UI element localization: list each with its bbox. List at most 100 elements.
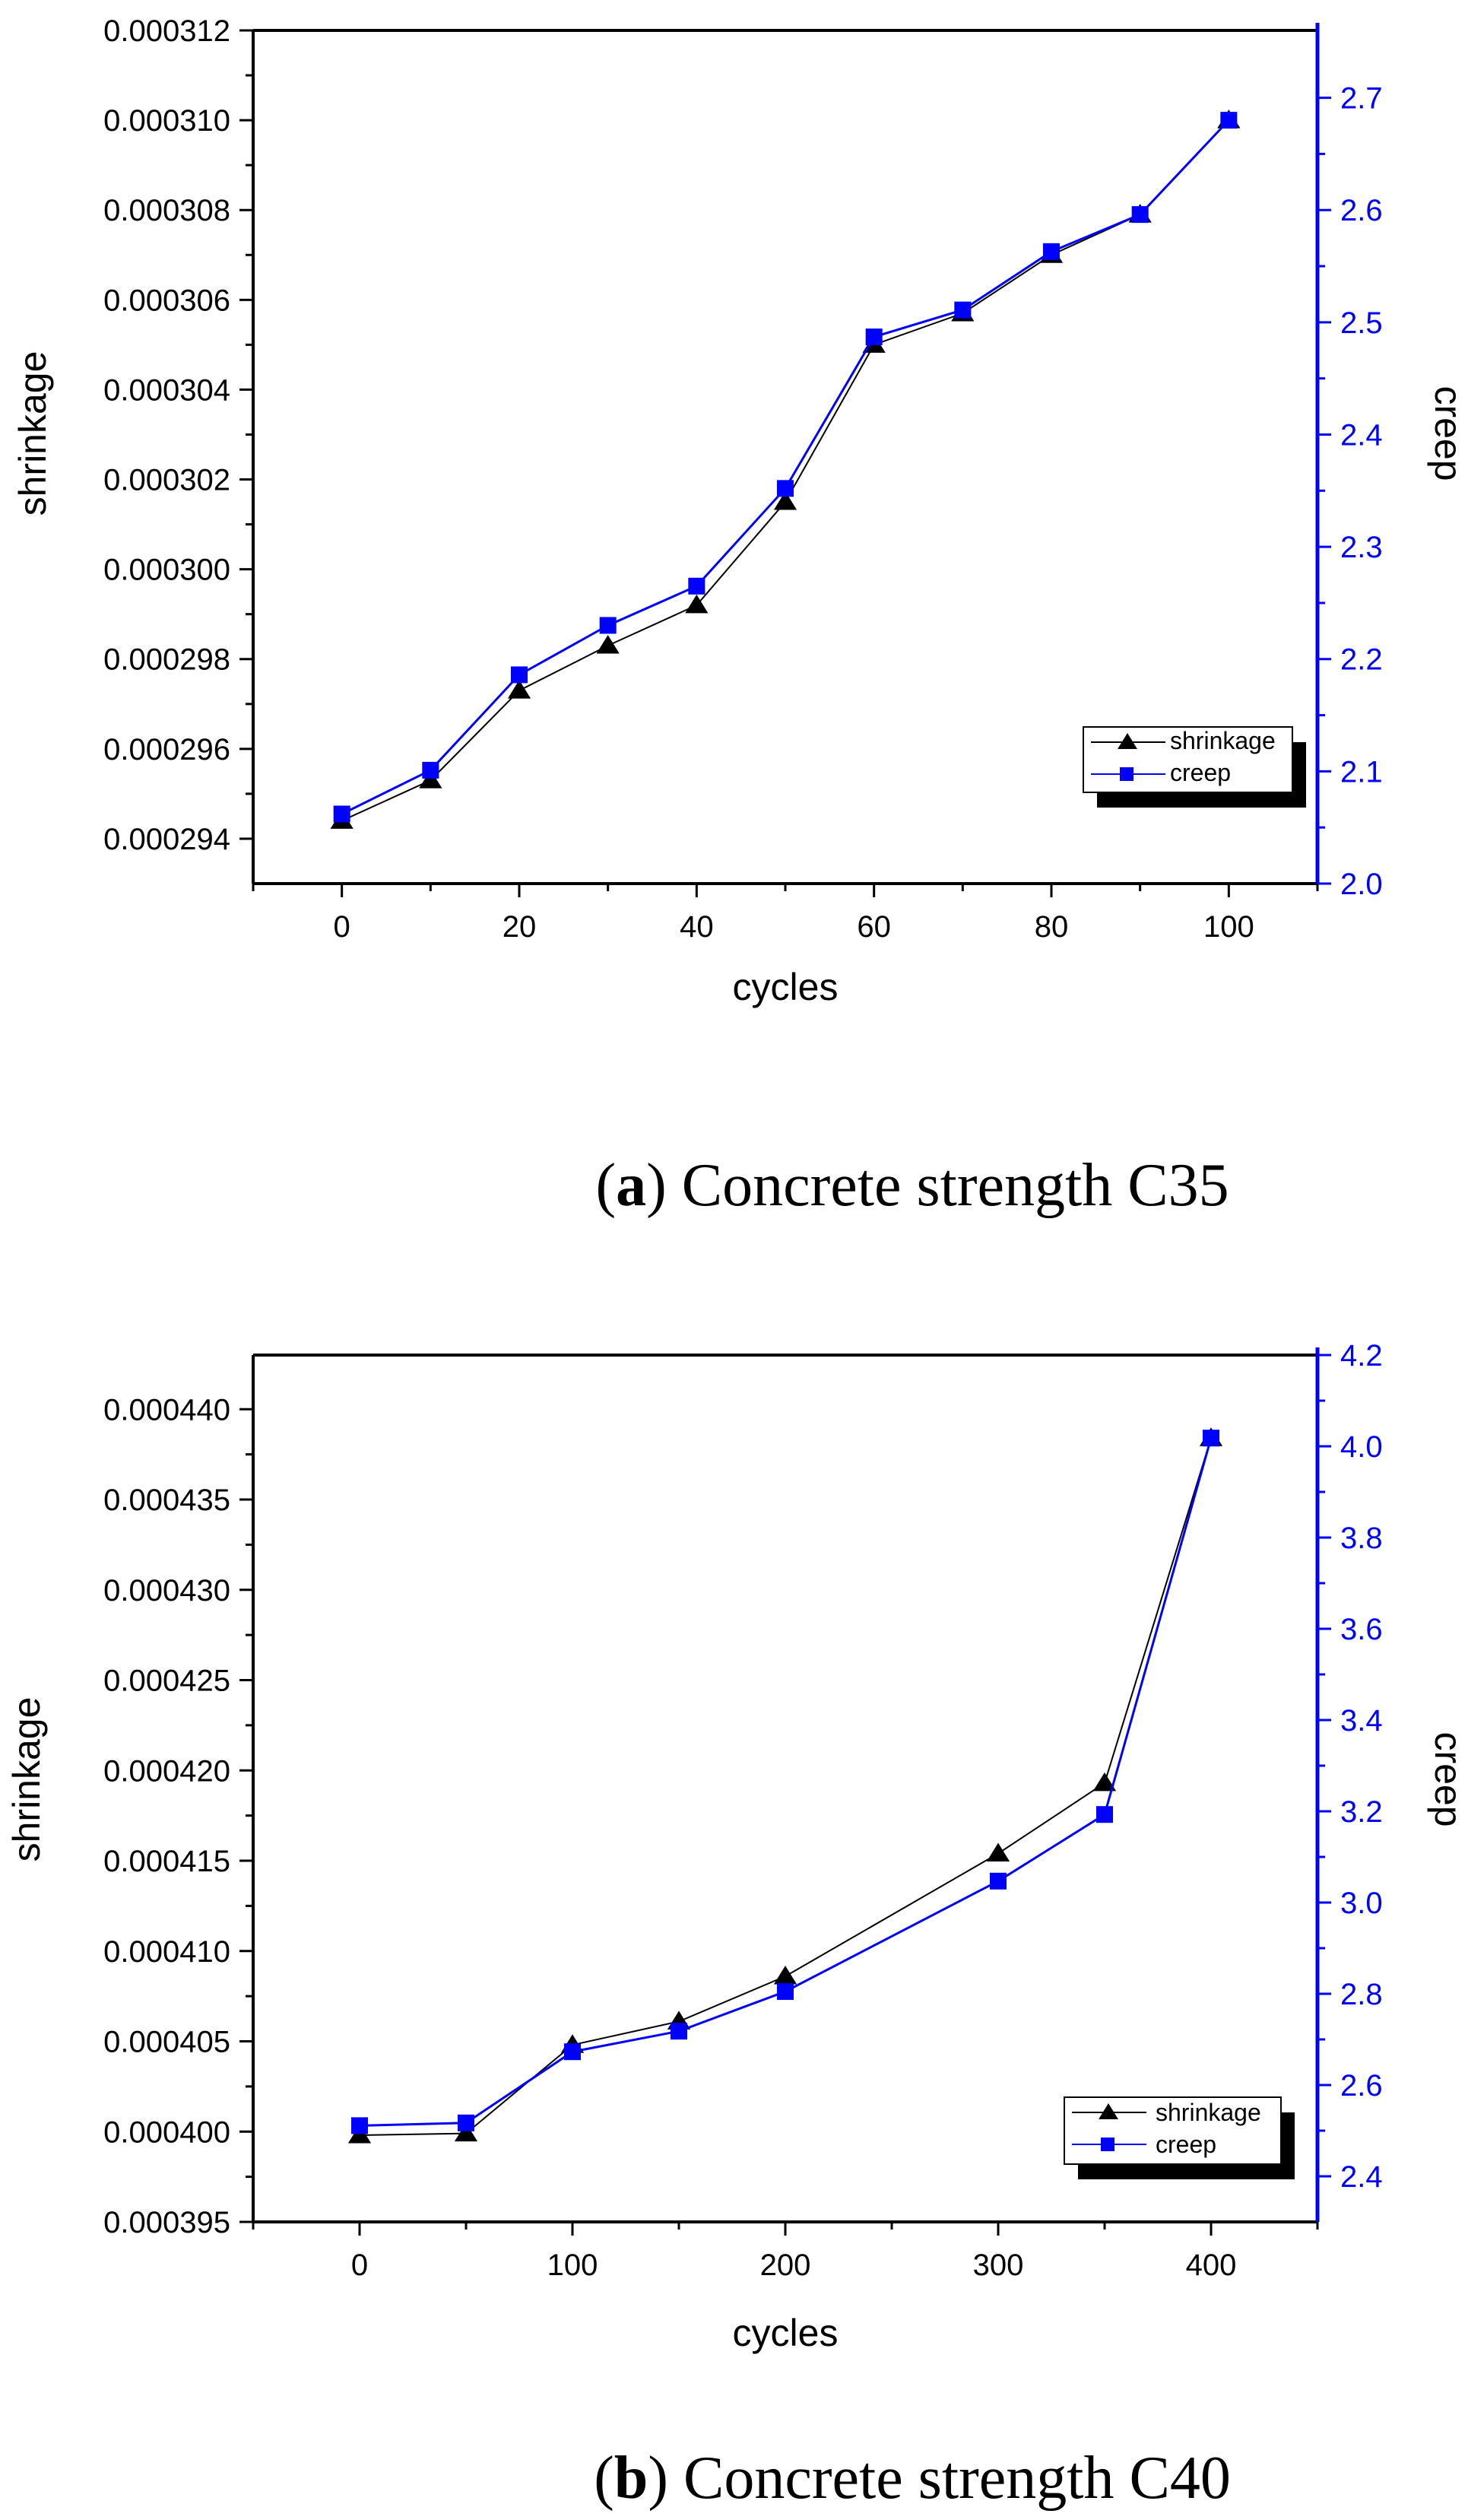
legend-marker-shrinkage (1118, 733, 1137, 749)
shrinkage-point (773, 491, 797, 510)
left-tick-label: 0.000405 (103, 2026, 230, 2059)
left-tick-label: 0.000298 (103, 643, 230, 677)
left-tick-label: 0.000395 (103, 2206, 230, 2239)
caption-a: (a) Concrete strength C35 (595, 1152, 1229, 1219)
left-tick-label: 0.000304 (103, 373, 230, 407)
x-tick-label: 40 (680, 910, 714, 944)
x-tick-label: 100 (547, 2249, 598, 2282)
legend-marker-creep (1101, 2138, 1114, 2151)
right-tick-label: 2.8 (1340, 1978, 1383, 2011)
left-tick-label: 0.000302 (103, 464, 230, 497)
left-tick-label: 0.000420 (103, 1754, 230, 1788)
creep-point (458, 2114, 474, 2131)
creep-point (688, 577, 705, 595)
x-tick-label: 80 (1035, 910, 1069, 944)
right-tick-label: 2.5 (1340, 306, 1383, 340)
right-tick-label: 2.1 (1340, 755, 1383, 789)
shrinkage-point (986, 1842, 1010, 1861)
shrinkage-line (341, 119, 1230, 822)
legend-label-creep: creep (1170, 759, 1231, 786)
creep-point (954, 301, 972, 319)
creep-point (511, 666, 528, 684)
left-tick-label: 0.000296 (103, 733, 230, 766)
caption-letter: a (616, 1152, 646, 1219)
shrinkage-point (773, 1966, 797, 1985)
caption-text: Concrete strength C40 (668, 2445, 1231, 2512)
right-tick-label: 2.6 (1340, 2069, 1383, 2103)
right-tick-label: 2.0 (1340, 868, 1383, 901)
creep-point (351, 2117, 368, 2134)
creep-point (865, 328, 883, 346)
creep-point (1203, 1430, 1219, 1447)
right-axis-title: creep (1427, 1731, 1468, 1827)
legend-marker-shrinkage (1099, 2103, 1118, 2119)
caption-text: Concrete strength C35 (667, 1152, 1229, 1219)
left-tick-label: 0.000410 (103, 1935, 230, 1969)
x-tick-label: 60 (857, 910, 891, 944)
right-tick-label: 4.2 (1340, 1339, 1383, 1373)
left-tick-label: 0.000310 (103, 104, 230, 138)
creep-point (777, 480, 794, 497)
right-tick-label: 3.0 (1340, 1887, 1383, 1920)
x-tick-label: 100 (1203, 910, 1254, 944)
legend-marker-creep (1120, 767, 1133, 781)
right-tick-label: 2.7 (1340, 82, 1383, 116)
panel-a: cycles shrinkage creep (a) Concrete stre… (11, 14, 1468, 1219)
x-tick-label: 300 (973, 2249, 1024, 2282)
shrinkage-point (685, 594, 709, 614)
right-tick-label: 2.3 (1340, 531, 1383, 564)
right-tick-label: 3.4 (1340, 1704, 1383, 1738)
shrinkage-point (419, 770, 442, 789)
left-tick-label: 0.000400 (103, 2115, 230, 2149)
shrinkage-point (596, 635, 620, 654)
legend-box (1064, 2096, 1282, 2165)
shrinkage-point (507, 680, 531, 699)
x-tick-label: 0 (351, 2249, 368, 2282)
creep-line (341, 119, 1230, 815)
creep-point (777, 1983, 794, 2000)
panel-b: cycles shrinkage creep (b) Concrete stre… (5, 1339, 1468, 2512)
x-axis-title: cycles (733, 2312, 839, 2354)
creep-point (422, 761, 439, 779)
caption-b: (b) Concrete strength C40 (594, 2445, 1231, 2512)
creep-point (1131, 206, 1149, 224)
caption-letter: b (614, 2445, 648, 2512)
creep-point (333, 805, 350, 823)
right-tick-label: 4.0 (1340, 1430, 1383, 1464)
creep-point (1096, 1806, 1113, 1823)
legend-box (1083, 726, 1293, 793)
right-tick-label: 2.4 (1340, 2160, 1383, 2194)
left-axis-title: shrinkage (5, 1697, 48, 1862)
left-tick-label: 0.000308 (103, 194, 230, 227)
right-tick-label: 3.8 (1340, 1522, 1383, 1555)
left-tick-label: 0.000294 (103, 823, 230, 856)
left-axis-title: shrinkage (11, 351, 54, 516)
x-tick-label: 400 (1186, 2249, 1237, 2282)
left-tick-label: 0.000306 (103, 284, 230, 317)
legend-label-creep: creep (1156, 2131, 1216, 2158)
right-axis-title: creep (1427, 386, 1468, 481)
x-tick-label: 200 (760, 2249, 811, 2282)
x-tick-label: 20 (503, 910, 537, 944)
x-axis-title: cycles (733, 966, 839, 1008)
left-tick-label: 0.000312 (103, 14, 230, 48)
creep-line (359, 1437, 1213, 2127)
left-tick-label: 0.000425 (103, 1665, 230, 1698)
left-tick-label: 0.000435 (103, 1484, 230, 1517)
creep-point (599, 617, 617, 634)
right-tick-label: 3.6 (1340, 1613, 1383, 1646)
creep-point (990, 1872, 1007, 1890)
shrinkage-line (359, 1437, 1212, 2136)
left-tick-label: 0.000430 (103, 1574, 230, 1608)
legend-label-shrinkage: shrinkage (1170, 727, 1276, 754)
right-tick-label: 2.4 (1340, 418, 1383, 452)
right-tick-label: 3.2 (1340, 1795, 1383, 1829)
legend-label-shrinkage: shrinkage (1156, 2099, 1261, 2126)
left-tick-label: 0.000440 (103, 1393, 230, 1427)
shrinkage-point (1092, 1772, 1117, 1792)
left-tick-label: 0.000300 (103, 554, 230, 587)
x-tick-label: 0 (334, 910, 350, 944)
creep-point (671, 2023, 687, 2040)
creep-point (1043, 243, 1060, 260)
